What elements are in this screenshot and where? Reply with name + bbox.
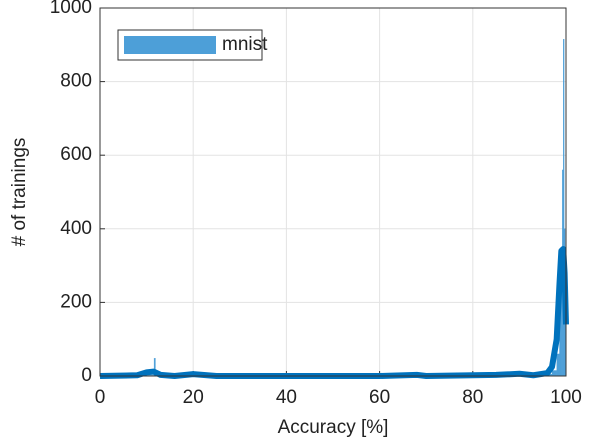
- axes-box: [99, 7, 567, 377]
- y-tick-label: 600: [60, 144, 92, 165]
- histogram-bar: [556, 353, 560, 377]
- legend-label: mnist: [222, 34, 268, 55]
- y-axis-label: # of trainings: [9, 138, 30, 247]
- y-tick-label: 200: [60, 291, 92, 312]
- x-tick-label: 0: [95, 387, 106, 408]
- x-tick-label: 40: [276, 387, 297, 408]
- y-tick-label: 800: [60, 71, 92, 92]
- y-tick-label: 1000: [50, 0, 92, 18]
- x-tick-label: 20: [183, 387, 204, 408]
- plot-area: [100, 8, 566, 376]
- y-tick-label: 0: [81, 365, 92, 386]
- legend-swatch: [124, 36, 216, 54]
- x-tick-label: 60: [369, 387, 390, 408]
- x-tick-label: 100: [550, 387, 582, 408]
- x-tick-label: 80: [462, 387, 483, 408]
- histogram-bar: [551, 370, 557, 377]
- x-axis-label: Accuracy [%]: [278, 417, 389, 438]
- y-tick-label: 400: [60, 218, 92, 239]
